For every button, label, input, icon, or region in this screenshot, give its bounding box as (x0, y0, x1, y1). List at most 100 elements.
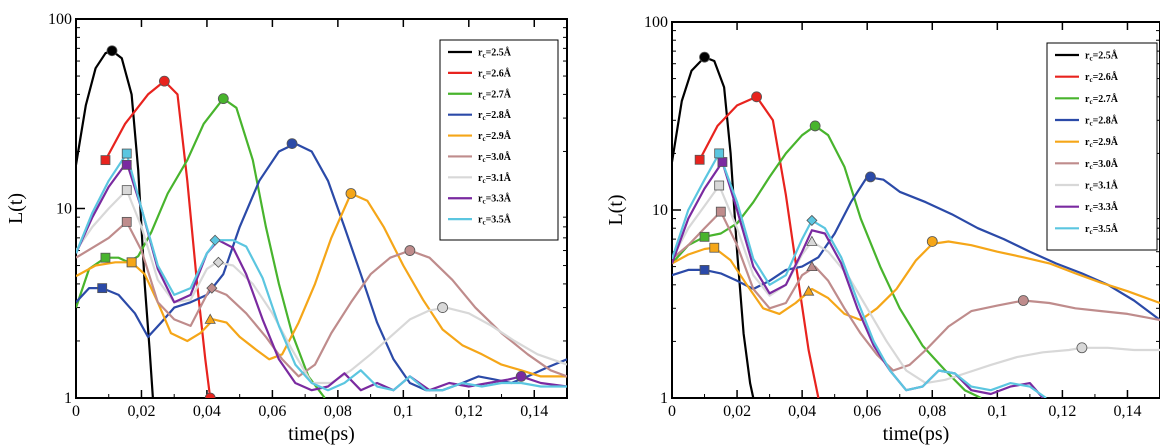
series-marker (714, 180, 725, 191)
series-line (76, 49, 154, 398)
series-line (672, 160, 1044, 398)
series-marker (515, 371, 527, 382)
legend: rc=2.5Å rc=2.6Å rc=2.7Å rc=2.8Å rc=2.9Å rc=3.… (1046, 42, 1158, 251)
data-marker (437, 302, 449, 313)
legend-label: rc=2.8Å (478, 109, 512, 122)
legend-label: rc=2.6Å (478, 67, 512, 80)
x-tick-label: 0 (72, 403, 80, 420)
data-marker (206, 282, 218, 294)
series-line (76, 142, 567, 392)
series-group (672, 51, 1160, 398)
series-line (76, 152, 567, 392)
series-marker (717, 157, 728, 167)
data-marker (126, 257, 137, 268)
y-axis-title: L(t) (5, 193, 27, 224)
x-tick-label: 0,02 (723, 403, 751, 420)
series-line (672, 184, 1160, 385)
legend-label: rc=3.1Å (478, 172, 512, 185)
series-group (76, 45, 567, 398)
series-marker (100, 155, 111, 166)
series-marker (714, 148, 725, 159)
data-marker (865, 171, 876, 183)
series-line (76, 220, 567, 378)
data-marker (286, 138, 298, 150)
y-axis-title: L(t) (605, 194, 627, 225)
legend-label: rc=3.5Å (478, 214, 512, 227)
x-tick-label: 0,08 (324, 403, 352, 420)
legend-label: rc=2.5Å (478, 47, 512, 60)
legend-label: rc=3.0Å (1085, 158, 1119, 171)
series-marker (699, 231, 710, 242)
series-line (672, 210, 1160, 372)
x-tick-label: 0,14 (1113, 403, 1141, 420)
x-tick-label: 0 (668, 403, 676, 420)
legend-label: rc=2.8Å (1085, 115, 1119, 128)
series-line (672, 152, 1047, 398)
data-marker (204, 313, 216, 324)
legend-label: rc=2.5Å (1085, 50, 1119, 63)
data-marker (158, 75, 170, 87)
legend-label: rc=2.9Å (1085, 136, 1119, 149)
x-tick-label: 0,04 (788, 403, 816, 420)
data-marker (212, 256, 224, 268)
series-line (76, 189, 567, 385)
x-tick-label: 0,14 (520, 403, 548, 420)
data-marker (926, 236, 938, 247)
data-marker (217, 93, 229, 105)
x-tick-label: 0,08 (918, 403, 946, 420)
data-marker (806, 260, 818, 271)
x-tick-label: 0,02 (127, 403, 155, 420)
series-line (672, 240, 1160, 322)
series-marker (106, 45, 118, 57)
y-tick-label: 100 (644, 14, 668, 31)
series-marker (121, 148, 132, 159)
legend-label: rc=2.9Å (478, 130, 512, 143)
series-marker (699, 265, 710, 275)
legend-label: rc=2.6Å (1085, 71, 1119, 84)
series-marker (699, 51, 710, 63)
y-tick-label: 10 (652, 202, 668, 219)
legend-label: rc=3.3Å (478, 193, 512, 206)
series-marker (694, 154, 705, 165)
series-marker (121, 185, 132, 196)
data-marker (806, 214, 818, 227)
x-tick-label: 0,1 (393, 403, 413, 420)
series-marker (100, 252, 111, 263)
series-marker (97, 283, 108, 294)
data-marker (806, 235, 818, 246)
legend: rc=2.5Å rc=2.6Å rc=2.7Å rc=2.8Å rc=2.9Å rc=3.… (439, 39, 559, 241)
x-tick-label: 0,04 (193, 403, 221, 420)
x-tick-label: 0,12 (455, 403, 483, 420)
data-marker (751, 91, 762, 103)
series-marker (715, 206, 726, 217)
x-tick-label: 0,12 (1048, 403, 1076, 420)
y-tick-label: 1 (660, 390, 668, 407)
x-tick-label: 0,06 (853, 403, 881, 420)
series-marker (709, 242, 720, 253)
legend-label: rc=3.0Å (478, 151, 512, 164)
chart-1: 0 0,02 0,04 0,06 0,08 0,1 0,12 0,14 1 10 100 time(p… (5, 11, 568, 445)
data-marker (121, 159, 132, 170)
y-tick-label: 1 (64, 390, 72, 407)
legend-label: rc=3.1Å (1085, 180, 1119, 193)
y-tick-label: 10 (56, 201, 72, 218)
data-marker (809, 120, 821, 132)
series-marker (121, 216, 132, 227)
data-marker (345, 188, 357, 199)
legend-label: rc=3.3Å (1085, 201, 1119, 214)
legend-label: rc=2.7Å (478, 88, 512, 101)
chart-2: 0 0,02 0,04 0,06 0,08 0,1 0,12 0,14 1 10 100 time(p… (605, 14, 1160, 445)
data-marker (1017, 295, 1029, 306)
y-tick-label: 100 (48, 11, 72, 28)
x-tick-label: 0,06 (258, 403, 286, 420)
series-line (76, 97, 326, 398)
x-axis-title: time(ps) (883, 423, 950, 445)
series-line (104, 80, 212, 398)
series-line (698, 95, 820, 398)
legend-label: rc=3.5Å (1085, 223, 1119, 236)
data-marker (802, 285, 815, 296)
legend-label: rc=2.7Å (1085, 93, 1119, 106)
x-tick-label: 0,1 (987, 403, 1007, 420)
data-marker (209, 234, 221, 246)
